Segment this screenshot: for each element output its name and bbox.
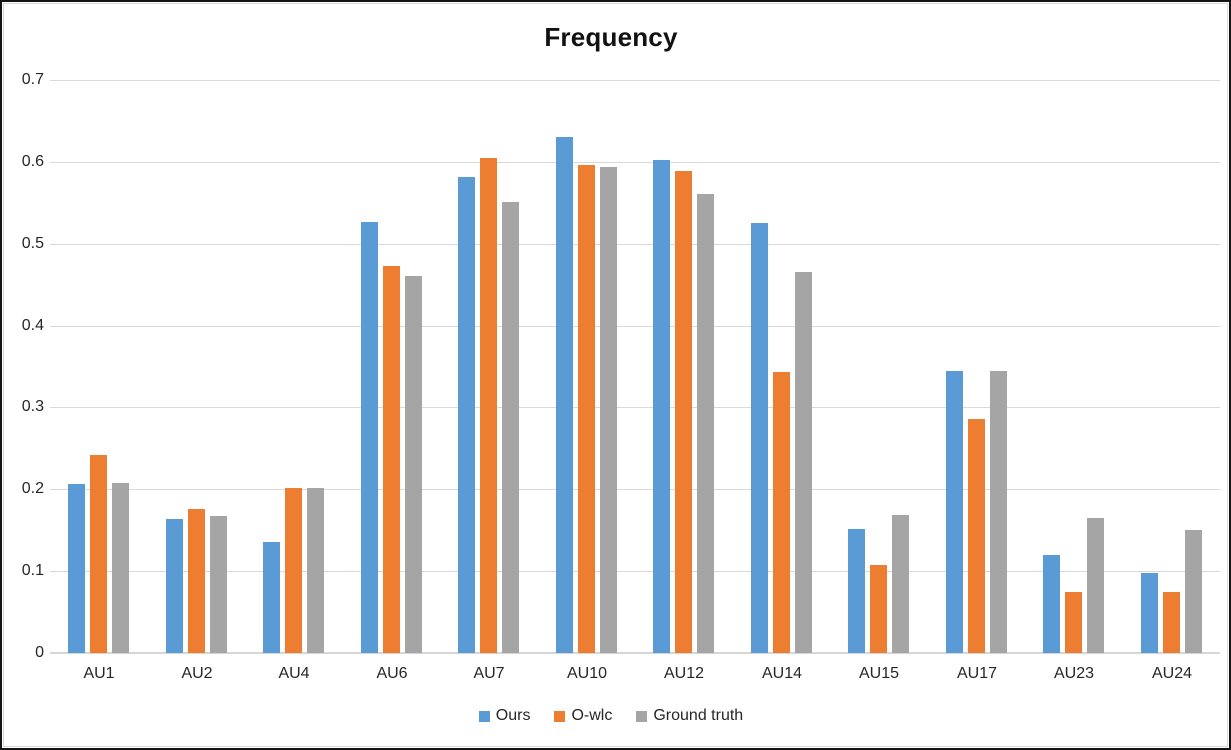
legend-item-ground-truth: Ground truth: [636, 707, 743, 725]
bar-o-wlc-au7: [480, 158, 497, 653]
y-tick-label: 0.1: [21, 562, 44, 579]
gridline: [50, 571, 1220, 572]
x-tick-label: AU4: [278, 665, 310, 682]
legend: Ours O-wlc Ground truth: [2, 707, 1220, 725]
bar-o-wlc-au2: [188, 509, 205, 653]
y-tick-label: 0: [35, 644, 44, 661]
bar-ground-truth-au14: [795, 272, 812, 653]
bar-ground-truth-au15: [892, 515, 909, 653]
bar-o-wlc-au17: [968, 419, 985, 653]
x-tick-label: AU17: [956, 665, 998, 682]
legend-label: Ours: [495, 707, 531, 724]
bar-o-wlc-au10: [578, 165, 595, 653]
bar-o-wlc-au24: [1163, 592, 1180, 653]
y-tick-label: 0.3: [21, 398, 44, 415]
bar-ours-au14: [751, 223, 768, 653]
bar-ours-au24: [1141, 573, 1158, 653]
legend-item-ours: Ours: [478, 707, 531, 725]
legend-item-o-wlc: O-wlc: [554, 707, 612, 725]
bar-ours-au2: [166, 519, 183, 653]
bar-ground-truth-au24: [1185, 530, 1202, 653]
bar-o-wlc-au14: [773, 372, 790, 653]
plot-area: 0 0.1 0.2 0.3 0.4 0.5 0.6 0.7 AU1 AU2 AU4 AU6 AU7 AU1…: [22, 71, 1220, 682]
x-tick-label: AU10: [566, 665, 608, 682]
bar-o-wlc-au4: [285, 488, 302, 653]
bar-ground-truth-au7: [502, 202, 519, 653]
gridline: [50, 326, 1220, 327]
legend-marker-icon: [636, 710, 648, 722]
y-tick-label: 0.5: [21, 235, 44, 252]
x-tick-label: AU7: [473, 665, 505, 682]
x-tick-label: AU15: [858, 665, 900, 682]
x-tick-label: AU23: [1053, 665, 1095, 682]
bar-ours-au17: [946, 371, 963, 653]
bar-ours-au4: [263, 542, 280, 653]
bar-o-wlc-au6: [383, 266, 400, 653]
bar-ground-truth-au12: [697, 194, 714, 653]
bar-ground-truth-au6: [405, 276, 422, 653]
bar-ours-au7: [458, 177, 475, 653]
gridline: [50, 162, 1220, 163]
bar-ours-au15: [848, 529, 865, 653]
gridline: [50, 244, 1220, 245]
bar-o-wlc-au1: [90, 455, 107, 653]
x-tick-label: AU1: [83, 665, 115, 682]
x-tick-label: AU14: [761, 665, 803, 682]
bar-ground-truth-au10: [600, 167, 617, 653]
bar-ours-au23: [1043, 555, 1060, 653]
legend-label: Ground truth: [653, 707, 744, 724]
bar-ground-truth-au23: [1087, 518, 1104, 653]
x-tick-label: AU6: [376, 665, 408, 682]
bar-ground-truth-au4: [307, 488, 324, 653]
gridline: [50, 489, 1220, 490]
bar-ours-au12: [653, 160, 670, 653]
x-tick-label: AU24: [1151, 665, 1193, 682]
bar-ours-au10: [556, 137, 573, 653]
bar-ours-au6: [361, 222, 378, 653]
y-tick-label: 0.2: [21, 480, 44, 497]
x-tick-label: AU12: [663, 665, 705, 682]
bar-ours-au1: [68, 484, 85, 653]
y-tick-label: 0.7: [21, 71, 44, 88]
legend-marker-icon: [554, 710, 566, 722]
legend-marker-icon: [478, 710, 490, 722]
chart-title: Frequency: [544, 22, 678, 52]
y-tick-label: 0.6: [21, 153, 44, 170]
bar-ground-truth-au1: [112, 483, 129, 653]
y-tick-label: 0.4: [21, 317, 44, 334]
x-tick-label: AU2: [181, 665, 213, 682]
gridline: [50, 80, 1220, 81]
gridline: [50, 407, 1220, 408]
bar-o-wlc-au15: [870, 565, 887, 653]
bar-o-wlc-au23: [1065, 592, 1082, 653]
bar-ground-truth-au2: [210, 516, 227, 653]
legend-label: O-wlc: [571, 707, 613, 724]
bar-ground-truth-au17: [990, 371, 1007, 653]
x-axis-line: [50, 652, 1220, 654]
bar-o-wlc-au12: [675, 171, 692, 653]
